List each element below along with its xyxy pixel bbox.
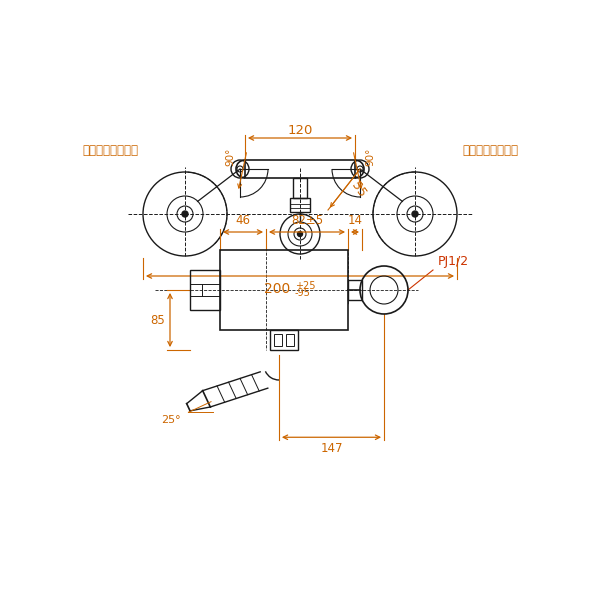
Bar — [270, 330, 298, 350]
Text: 200: 200 — [264, 282, 290, 296]
Bar — [190, 270, 220, 310]
Text: PJ1/2: PJ1/2 — [438, 255, 469, 268]
Text: 25°: 25° — [161, 415, 181, 425]
Text: 46: 46 — [235, 214, 251, 227]
Text: 85: 85 — [150, 313, 165, 326]
Text: 90°: 90° — [225, 148, 235, 166]
Text: 120: 120 — [287, 124, 313, 137]
Circle shape — [182, 211, 188, 217]
Text: 14: 14 — [347, 214, 362, 227]
Bar — [293, 178, 307, 198]
Bar — [274, 334, 282, 346]
Text: ハンドル回転觓度: ハンドル回転觓度 — [462, 143, 518, 157]
Text: 90°: 90° — [365, 148, 375, 166]
Bar — [348, 280, 362, 300]
Bar — [290, 198, 310, 212]
Circle shape — [412, 211, 418, 217]
Text: 55: 55 — [348, 179, 368, 200]
Bar — [220, 250, 348, 330]
Text: +25: +25 — [295, 281, 316, 291]
Text: 82±5: 82±5 — [291, 214, 323, 227]
Bar — [286, 334, 294, 346]
Text: 147: 147 — [320, 442, 343, 455]
Text: ハンドル回転觓度: ハンドル回転觓度 — [82, 143, 138, 157]
Bar — [245, 160, 355, 178]
Text: -95: -95 — [295, 288, 311, 298]
Circle shape — [298, 232, 302, 236]
